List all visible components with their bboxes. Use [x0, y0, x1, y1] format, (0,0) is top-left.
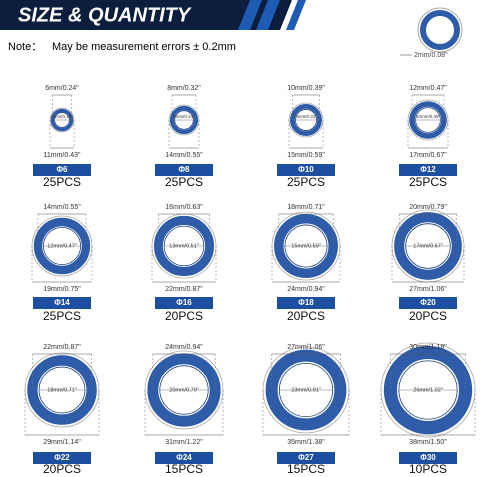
ring-seal: [147, 353, 221, 427]
inner-label: 18mm/0.71": [47, 387, 77, 393]
size-badge: [277, 164, 335, 176]
qty-label: 25PCS: [409, 175, 447, 189]
inner-label: 12mm/0.47": [47, 243, 77, 249]
size-label: Φ22: [54, 453, 70, 462]
size-label: Φ8: [178, 165, 190, 174]
qty-label: 20PCS: [43, 462, 81, 476]
size-badge: [33, 297, 91, 309]
ring-seal: [383, 345, 473, 435]
outer-label: 27mm/1.06": [409, 286, 447, 293]
size-badge: [33, 452, 91, 464]
size-badge: [155, 164, 213, 176]
ring-seal: [33, 217, 91, 275]
qty-label: 25PCS: [43, 309, 81, 323]
qty-label: 15PCS: [165, 462, 203, 476]
outer-label: 22mm/0.87": [165, 286, 203, 293]
sample-ring-seal: [420, 10, 460, 50]
stripe: [238, 0, 262, 30]
outer-label: 29mm/1.14": [43, 439, 81, 446]
outer-label: 17mm/0.67": [409, 152, 447, 159]
ring-seal: [265, 349, 347, 431]
inner-label: 6mm/0.24": [173, 114, 195, 119]
qty-label: 20PCS: [409, 309, 447, 323]
outer-label: 35mm/1.38": [287, 439, 325, 446]
size-badge: [399, 297, 457, 309]
header-banner: [0, 0, 292, 30]
size-label: Φ20: [420, 298, 436, 307]
ring-seal: [153, 215, 215, 277]
size-label: Φ14: [54, 298, 70, 307]
stripe: [286, 0, 306, 30]
stripe: [256, 0, 280, 30]
inner-label: 23mm/0.91": [291, 387, 321, 393]
top-label: 30mm/1.18": [409, 344, 447, 351]
top-label: 20mm/0.79": [409, 204, 447, 211]
inner-label: 10mm/0.39": [416, 114, 441, 119]
size-badge: [155, 452, 213, 464]
size-label: Φ12: [420, 165, 436, 174]
inner-label: 5mm/0.18": [51, 114, 73, 119]
top-label: 22mm/0.87": [43, 344, 81, 351]
size-label: Φ24: [176, 453, 192, 462]
size-label: Φ10: [298, 165, 314, 174]
size-label: Φ18: [298, 298, 314, 307]
inner-label: 15mm/0.59": [291, 243, 321, 249]
top-label: 18mm/0.71": [287, 204, 325, 211]
size-label: Φ16: [176, 298, 192, 307]
qty-label: 20PCS: [165, 309, 203, 323]
qty-label: 25PCS: [287, 175, 325, 189]
qty-label: 25PCS: [43, 175, 81, 189]
size-badge: [155, 297, 213, 309]
qty-label: 25PCS: [165, 175, 203, 189]
size-badge: [399, 164, 457, 176]
top-label: 24mm/0.94": [165, 344, 203, 351]
qty-label: 10PCS: [409, 462, 447, 476]
top-label: 12mm/0.47": [409, 85, 447, 92]
size-badge: [33, 164, 91, 176]
inner-label: 8mm/0.31": [295, 114, 317, 119]
outer-label: 14mm/0.55": [165, 152, 203, 159]
size-badge: [277, 297, 335, 309]
top-label: 8mm/0.32": [167, 85, 201, 92]
ring-seal: [394, 212, 462, 280]
outer-label: 38mm/1.50": [409, 439, 447, 446]
size-label: Φ30: [420, 453, 436, 462]
size-label: Φ6: [56, 165, 68, 174]
outer-label: 19mm/0.75": [43, 286, 81, 293]
qty-label: 20PCS: [287, 309, 325, 323]
note: May be measurement errors ± 0.2mm: [52, 41, 236, 53]
top-label: 14mm/0.55": [43, 204, 81, 211]
inner-label: 26mm/1.02": [413, 387, 443, 393]
top-label: 6mm/0.24": [45, 85, 79, 92]
inner-label: 17mm/0.67": [413, 243, 443, 249]
top-label: 27mm/1.06": [287, 344, 325, 351]
outer-label: 31mm/1.22": [165, 439, 203, 446]
top-label: 10mm/0.39": [287, 85, 325, 92]
size-label: Φ27: [298, 453, 314, 462]
outer-label: 11mm/0.43": [44, 152, 81, 159]
thickness-label: 2mm/0.08": [414, 52, 448, 59]
header-title: SIZE & QUANTITY: [18, 4, 192, 26]
top-label: 16mm/0.63": [165, 204, 203, 211]
note-label: Note：: [8, 41, 42, 53]
inner-label: 13mm/0.51": [169, 243, 199, 249]
qty-label: 15PCS: [287, 462, 325, 476]
size-badge: [277, 452, 335, 464]
ring-seal: [274, 214, 338, 278]
ring-seal: [27, 355, 97, 425]
inner-label: 20mm/0.79": [169, 387, 199, 393]
outer-label: 15mm/0.59": [287, 152, 325, 159]
size-badge: [399, 452, 457, 464]
outer-label: 24mm/0.94": [287, 286, 325, 293]
